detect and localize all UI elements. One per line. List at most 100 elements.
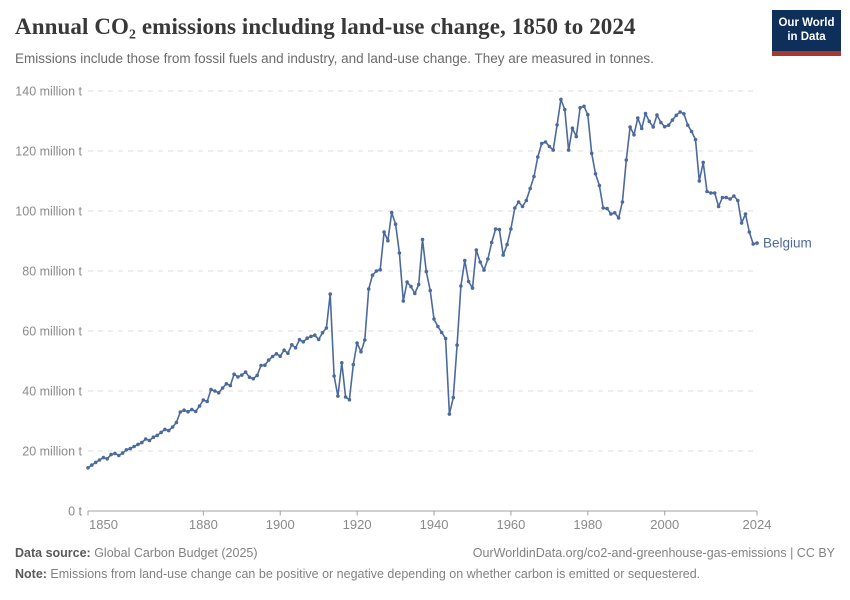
data-point[interactable] [424, 269, 429, 274]
data-point[interactable] [247, 375, 252, 380]
data-point[interactable] [520, 204, 525, 209]
data-point[interactable] [389, 210, 394, 215]
data-point[interactable] [539, 141, 544, 146]
data-point[interactable] [682, 112, 686, 116]
data-point[interactable] [651, 125, 655, 129]
data-point[interactable] [266, 358, 271, 362]
chart-canvas[interactable]: 0 t 20 million t 40 million t 60 million t 8… [0, 70, 850, 540]
data-point[interactable] [670, 118, 675, 122]
data-point[interactable] [443, 336, 448, 341]
data-point[interactable] [255, 373, 259, 378]
data-point[interactable] [86, 466, 90, 470]
data-point[interactable] [747, 230, 752, 234]
data-point[interactable] [439, 330, 444, 335]
data-point[interactable] [674, 113, 679, 118]
data-point[interactable] [151, 435, 156, 440]
data-point[interactable] [393, 222, 398, 226]
data-point[interactable] [374, 269, 379, 273]
data-point[interactable] [601, 206, 605, 210]
data-point[interactable] [428, 288, 433, 293]
data-point[interactable] [589, 151, 594, 156]
data-point[interactable] [197, 404, 202, 408]
data-point[interactable] [236, 375, 240, 379]
data-point[interactable] [662, 124, 667, 129]
data-point[interactable] [220, 386, 225, 390]
data-point[interactable] [297, 337, 302, 342]
data-point[interactable] [366, 287, 371, 291]
data-point[interactable] [436, 324, 440, 329]
data-point[interactable] [724, 195, 728, 200]
data-point[interactable] [463, 258, 467, 263]
data-point[interactable] [736, 198, 740, 203]
data-point[interactable] [739, 221, 744, 225]
data-point[interactable] [293, 346, 298, 350]
data-point[interactable] [363, 338, 367, 342]
data-point[interactable] [178, 410, 183, 414]
data-point[interactable] [628, 125, 632, 129]
data-point[interactable] [447, 412, 452, 416]
data-point[interactable] [593, 172, 598, 176]
data-point[interactable] [555, 123, 559, 127]
data-point[interactable] [455, 343, 459, 347]
data-point[interactable] [343, 395, 348, 399]
data-point[interactable] [551, 148, 555, 152]
data-point[interactable] [578, 106, 582, 110]
data-point[interactable] [566, 148, 571, 152]
data-point[interactable] [193, 409, 198, 414]
data-point[interactable] [586, 112, 590, 117]
data-point[interactable] [689, 129, 694, 134]
data-point[interactable] [274, 352, 279, 356]
data-point[interactable] [174, 420, 179, 425]
data-point[interactable] [420, 237, 425, 242]
data-point[interactable] [263, 363, 267, 368]
data-point[interactable] [620, 200, 625, 204]
data-point[interactable] [513, 206, 517, 210]
data-point[interactable] [655, 113, 659, 117]
data-point[interactable] [328, 292, 333, 296]
data-point[interactable] [286, 351, 290, 356]
data-point[interactable] [309, 334, 313, 339]
data-point[interactable] [693, 137, 698, 142]
data-point[interactable] [105, 457, 109, 461]
data-point[interactable] [90, 463, 94, 467]
data-point[interactable] [505, 242, 509, 247]
data-point[interactable] [382, 230, 386, 234]
data-point[interactable] [528, 186, 532, 191]
data-point[interactable] [489, 240, 494, 245]
data-point[interactable] [190, 407, 194, 412]
data-point[interactable] [282, 348, 286, 353]
data-point[interactable] [143, 437, 148, 441]
data-point[interactable] [632, 133, 636, 137]
data-point[interactable] [559, 97, 563, 102]
data-point[interactable] [332, 374, 336, 378]
data-point[interactable] [478, 260, 483, 264]
data-point[interactable] [509, 227, 513, 231]
data-point[interactable] [163, 427, 167, 432]
data-point[interactable] [147, 438, 152, 443]
data-point[interactable] [290, 343, 294, 347]
data-point[interactable] [278, 354, 283, 359]
data-point[interactable] [386, 238, 390, 243]
data-point[interactable] [701, 160, 705, 165]
owid-logo[interactable]: Our World in Data [772, 10, 841, 56]
data-point[interactable] [320, 331, 325, 335]
data-point[interactable] [378, 268, 383, 272]
data-point[interactable] [524, 198, 529, 203]
data-point[interactable] [470, 286, 475, 290]
data-point[interactable] [639, 126, 644, 131]
line-chart[interactable]: 0 t 20 million t 40 million t 60 million t 8… [0, 70, 850, 540]
data-point[interactable] [170, 425, 175, 429]
data-point[interactable] [416, 282, 421, 287]
data-point[interactable] [497, 227, 502, 232]
data-point[interactable] [113, 451, 117, 456]
data-point[interactable] [466, 279, 471, 284]
data-point[interactable] [536, 155, 540, 159]
data-point[interactable] [370, 273, 375, 278]
data-point[interactable] [224, 382, 229, 386]
data-point[interactable] [101, 455, 106, 460]
data-point[interactable] [209, 387, 213, 392]
data-point[interactable] [712, 191, 717, 195]
data-point[interactable] [659, 120, 663, 125]
data-point[interactable] [259, 363, 263, 368]
data-point[interactable] [166, 428, 171, 433]
